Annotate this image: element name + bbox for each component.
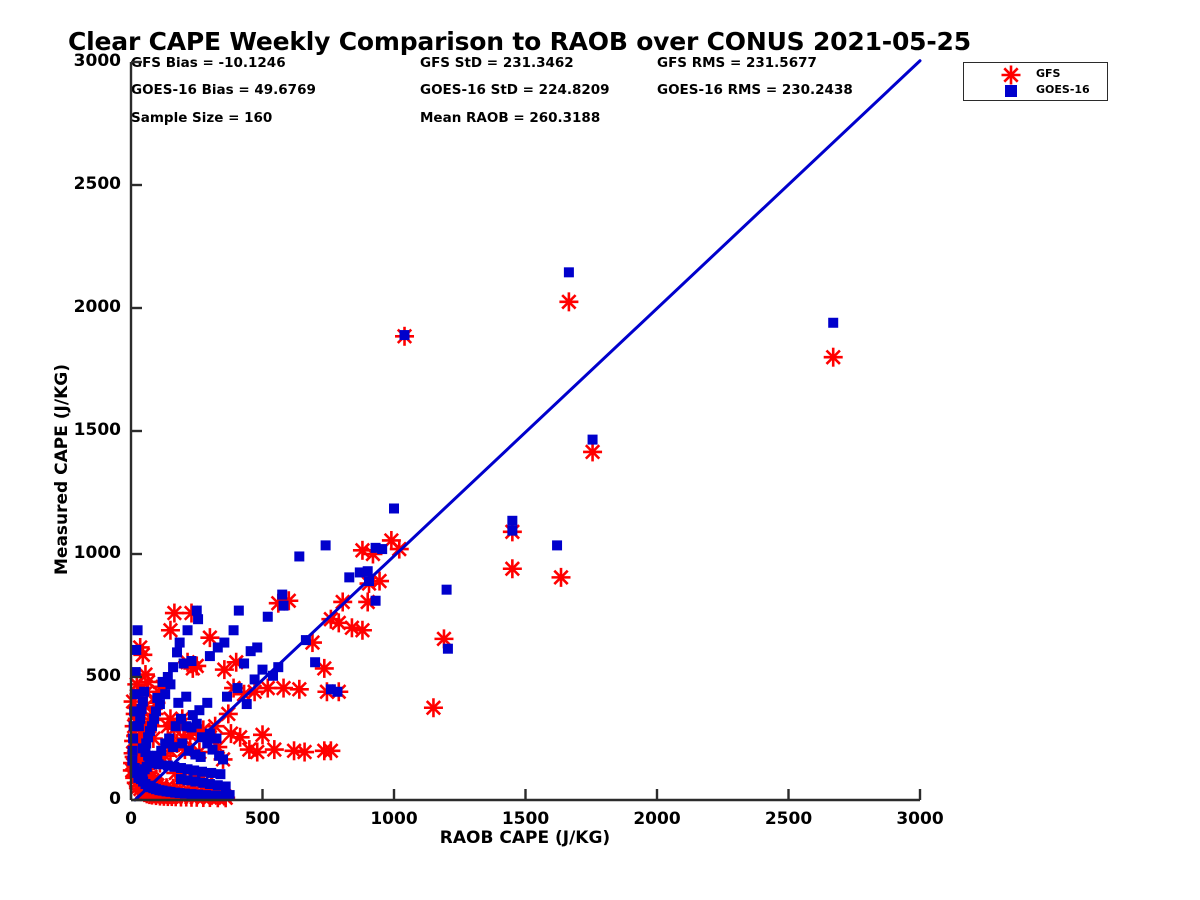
- stat-goes16-bias: GOES-16 Bias = 49.6769: [131, 82, 316, 98]
- legend-square-icon: [1005, 85, 1017, 97]
- y-tick-label: 1000: [73, 543, 121, 563]
- x-tick-label: 500: [244, 809, 281, 829]
- x-tick-label: 2500: [764, 809, 813, 829]
- series-gfs: [122, 292, 843, 808]
- chart-legend: GFS GOES-16: [963, 62, 1108, 101]
- stat-goes16-rms: GOES-16 RMS = 230.2438: [657, 82, 853, 98]
- stat-mean-raob: Mean RAOB = 260.3188: [420, 110, 601, 126]
- legend-label-gfs: GFS: [1036, 67, 1061, 80]
- y-tick-label: 2000: [73, 297, 121, 317]
- stat-gfs-std: GFS StD = 231.3462: [420, 55, 574, 71]
- y-tick-label: 0: [109, 789, 121, 809]
- x-axis-title: RAOB CAPE (J/KG): [439, 828, 611, 848]
- x-tick-label: 0: [125, 809, 137, 829]
- x-tick-label: 1000: [370, 809, 418, 829]
- y-tick-label: 2500: [73, 174, 121, 194]
- legend-label-goes16: GOES-16: [1036, 83, 1090, 96]
- stat-gfs-bias: GFS Bias = -10.1246: [131, 55, 286, 71]
- x-tick-label: 2000: [633, 809, 681, 829]
- chart-title: Clear CAPE Weekly Comparison to RAOB ove…: [68, 27, 971, 56]
- stat-goes16-std: GOES-16 StD = 224.8209: [420, 82, 610, 98]
- stat-sample-size: Sample Size = 160: [131, 110, 273, 126]
- x-tick-label: 3000: [896, 809, 944, 829]
- stat-gfs-rms: GFS RMS = 231.5677: [657, 55, 817, 71]
- y-tick-label: 3000: [73, 51, 121, 71]
- x-tick-label: 1500: [501, 809, 550, 829]
- series-goes-16: [127, 267, 839, 802]
- y-tick-label: 500: [85, 666, 122, 686]
- legend-asterisk-icon: [1001, 65, 1021, 85]
- y-tick-label: 1500: [73, 420, 121, 440]
